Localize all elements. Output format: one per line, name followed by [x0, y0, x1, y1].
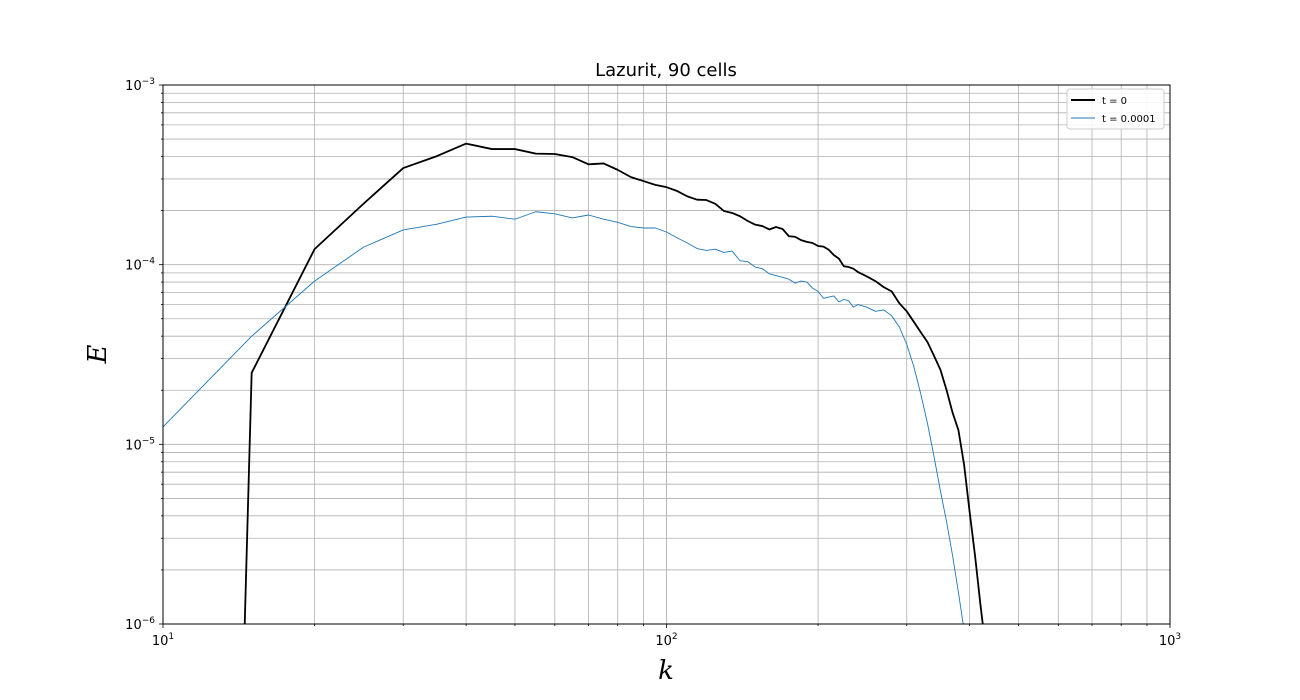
axis-ticks	[159, 84, 1171, 628]
legend-label-t1: t = 0.0001	[1102, 114, 1156, 125]
series-layer	[163, 142, 984, 624]
x-tick-labels: 101 102 103	[152, 632, 1181, 649]
x-tick-label: 102	[655, 632, 677, 649]
series-line-t0	[243, 142, 984, 624]
grid-lines	[162, 84, 1171, 625]
y-axis-label: E	[83, 344, 113, 364]
x-tick-label: 101	[152, 632, 174, 649]
series-line-t1	[163, 211, 964, 624]
x-axis-label: k	[658, 656, 674, 686]
y-tick-label: 10−6	[125, 616, 155, 633]
x-tick-label: 103	[1159, 632, 1181, 649]
legend-label-t0: t = 0	[1102, 96, 1127, 107]
y-tick-labels: 10−6 10−5 10−4 10−3	[125, 77, 155, 633]
y-tick-label: 10−4	[125, 257, 155, 274]
chart-title: Lazurit, 90 cells	[595, 60, 737, 81]
legend: t = 0 t = 0.0001	[1066, 88, 1165, 130]
y-tick-label: 10−3	[125, 77, 155, 94]
y-tick-label: 10−5	[125, 436, 155, 453]
